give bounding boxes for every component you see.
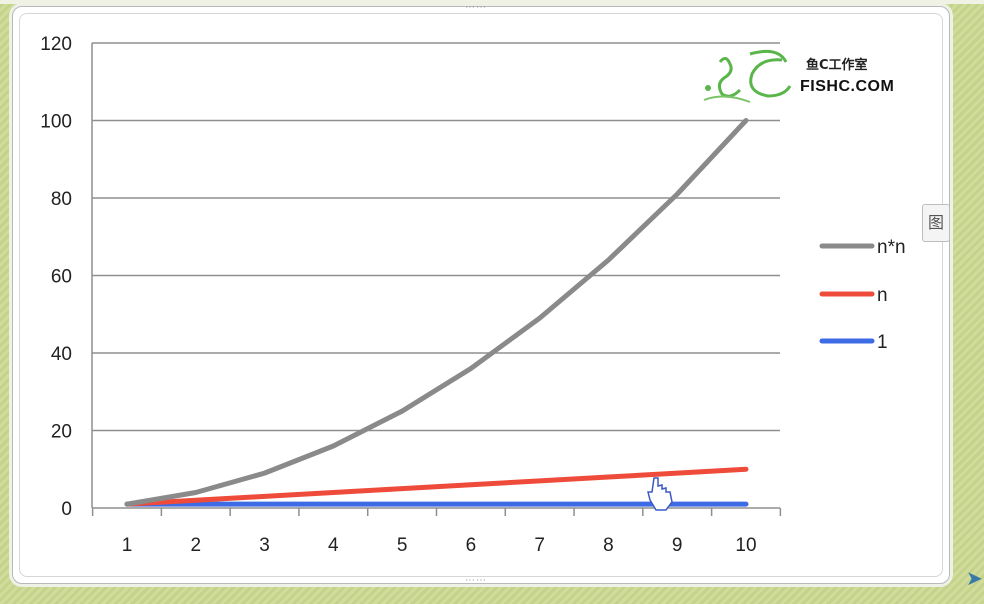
series-line-n bbox=[124, 466, 749, 507]
legend-label-constant: 1 bbox=[877, 332, 888, 353]
watermark-cn-text: 鱼C工作室 bbox=[806, 58, 868, 73]
x-tick-label: 1 bbox=[122, 535, 133, 556]
top-strip bbox=[0, 0, 984, 4]
x-tick-label: 6 bbox=[466, 535, 477, 556]
x-tick-label: 10 bbox=[735, 535, 756, 556]
resize-handle-top[interactable]: ⋯⋯ bbox=[465, 2, 487, 13]
y-tick-label: 80 bbox=[51, 189, 72, 210]
resize-handle-bottom[interactable]: ⋯⋯ bbox=[465, 575, 487, 586]
corner-arrow-icon: ➤ bbox=[966, 568, 983, 590]
axis-layer: 0 20 40 60 80 100 120 1 2 3 4 5 6 7 8 9 10 bbox=[40, 34, 782, 556]
chart-inner-border bbox=[19, 13, 943, 577]
x-tick-label: 3 bbox=[259, 535, 270, 556]
series-line-n-squared bbox=[124, 118, 749, 507]
legend-label-n: n bbox=[877, 285, 888, 306]
watermark-en-text: FISHC.COM bbox=[800, 78, 895, 95]
side-tab-icon[interactable]: 图 bbox=[922, 204, 950, 242]
fishc-logo-icon bbox=[703, 49, 792, 103]
x-tick-label: 4 bbox=[328, 535, 339, 556]
x-tick-label: 5 bbox=[397, 535, 408, 556]
hand-cursor-icon bbox=[647, 477, 673, 511]
legend-label-n-squared: n*n bbox=[877, 237, 906, 258]
fishc-watermark: 鱼C工作室 FISHC.COM bbox=[690, 40, 930, 120]
y-tick-label: 20 bbox=[51, 422, 72, 443]
y-tick-label: 60 bbox=[51, 267, 72, 288]
series-layer bbox=[124, 118, 749, 511]
y-tick-label: 120 bbox=[40, 34, 72, 55]
y-tick-label: 40 bbox=[51, 344, 72, 365]
grid-layer bbox=[92, 42, 780, 509]
x-tick-label: 8 bbox=[603, 535, 614, 556]
x-tick-label: 7 bbox=[534, 535, 545, 556]
y-tick-label: 100 bbox=[40, 112, 72, 133]
y-tick-label: 0 bbox=[61, 499, 72, 520]
x-tick-label: 2 bbox=[190, 535, 201, 556]
x-tick-label: 9 bbox=[672, 535, 683, 556]
side-tab-glyph: 图 bbox=[927, 213, 944, 232]
chart-frame[interactable] bbox=[12, 6, 950, 584]
legend-layer: n*n n 1 bbox=[819, 237, 906, 353]
